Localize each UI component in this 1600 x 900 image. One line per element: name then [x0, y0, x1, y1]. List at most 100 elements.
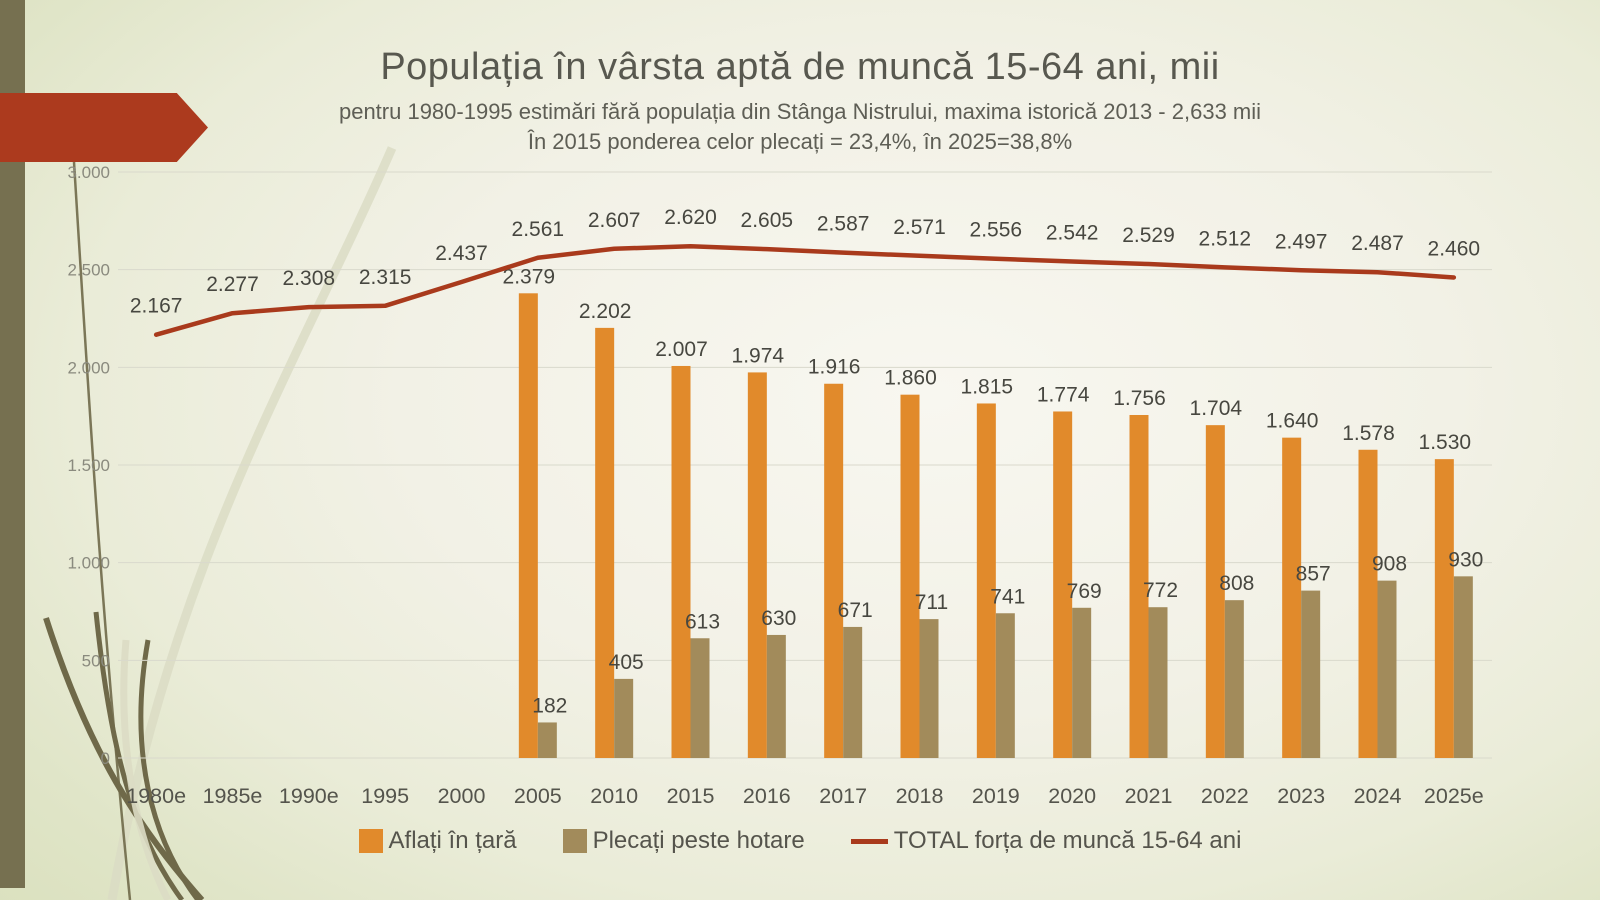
- bar-label-plecati: 630: [761, 607, 796, 630]
- line-value-label: 2.487: [1351, 232, 1404, 255]
- bar-plecati-peste-hotare: [1072, 607, 1092, 758]
- line-value-label: 2.620: [664, 206, 717, 229]
- bar-aflati-in-tara: [1053, 411, 1073, 758]
- slide-subtitle-2: În 2015 ponderea celor plecați = 23,4%, …: [527, 129, 1073, 154]
- bar-label-aflati: 1.578: [1342, 422, 1395, 445]
- x-axis-label: 2025e: [1424, 784, 1484, 808]
- deco-blade-light: [120, 639, 172, 900]
- x-axis-label: 1985e: [203, 784, 263, 808]
- legend-item-aflati-in-tara: Aflați în țară: [358, 827, 517, 855]
- bar-label-plecati: 613: [685, 610, 720, 633]
- bar-label-aflati: 1.704: [1190, 397, 1243, 420]
- line-value-label: 2.460: [1428, 237, 1481, 260]
- line-value-label: 2.571: [893, 216, 946, 239]
- slide-subtitle-1: pentru 1980-1995 estimări fără populația…: [338, 99, 1262, 124]
- bar-plecati-peste-hotare: [1148, 607, 1168, 758]
- x-axis-label: 2023: [1277, 784, 1325, 808]
- line-value-label: 2.315: [359, 266, 412, 289]
- bar-label-plecati: 772: [1143, 579, 1178, 602]
- y-axis-tick-label: 0: [101, 749, 110, 768]
- line-value-label: 2.607: [588, 209, 641, 232]
- slide-title: Populația în vârsta aptă de muncă 15-64 …: [380, 46, 1220, 88]
- bar-plecati-peste-hotare: [1301, 590, 1321, 758]
- deco-blade-1: [43, 617, 205, 900]
- bar-label-plecati: 741: [990, 585, 1025, 608]
- x-axis-label: 2018: [896, 784, 944, 808]
- line-value-label: 2.277: [206, 273, 259, 296]
- bar-aflati-in-tara: [747, 372, 767, 758]
- bar-label-aflati: 2.379: [503, 265, 556, 288]
- bar-label-aflati: 1.774: [1037, 383, 1090, 406]
- bar-label-plecati: 930: [1448, 548, 1483, 571]
- bar-aflati-in-tara: [595, 327, 615, 758]
- legend-item-plecati-peste-hotare: Plecați peste hotare: [562, 827, 805, 855]
- x-axis-label: 1990e: [279, 784, 339, 808]
- bar-label-aflati: 2.202: [579, 300, 632, 323]
- bar-aflati-in-tara: [976, 403, 996, 758]
- deco-curve-light-large: [107, 146, 397, 900]
- line-value-label: 2.308: [283, 267, 336, 290]
- line-value-label: 2.556: [970, 219, 1023, 242]
- line-value-label: 2.497: [1275, 230, 1328, 253]
- bar-aflati-in-tara: [1205, 425, 1225, 758]
- line-value-label: 2.587: [817, 213, 870, 236]
- bar-aflati-in-tara: [671, 365, 691, 758]
- line-value-label: 2.605: [741, 209, 794, 232]
- bar-aflati-in-tara: [518, 293, 538, 758]
- bar-label-aflati: 2.007: [655, 338, 708, 361]
- bar-label-plecati: 808: [1219, 572, 1254, 595]
- legend-item-total-line: TOTAL forța de muncă 15-64 ani: [850, 827, 1241, 855]
- line-value-label: 2.542: [1046, 221, 1099, 244]
- bar-aflati-in-tara: [1129, 414, 1149, 758]
- x-axis-label: 2005: [514, 784, 562, 808]
- y-axis-tick-label: 1.000: [67, 554, 110, 573]
- title-arrow-shape: [0, 93, 208, 162]
- bar-plecati-peste-hotare: [843, 626, 863, 758]
- x-axis-label: 2022: [1201, 784, 1249, 808]
- line-value-label: 2.512: [1199, 227, 1252, 250]
- line-value-label: 2.437: [435, 242, 488, 265]
- legend-swatch-aflati-in-tara: [358, 829, 383, 853]
- total-line: [153, 243, 1457, 337]
- bar-plecati-peste-hotare: [690, 638, 710, 758]
- bar-label-aflati: 1.530: [1419, 431, 1472, 454]
- legend-label-plecati-peste-hotare: Plecați peste hotare: [592, 827, 805, 854]
- bar-label-plecati: 857: [1296, 563, 1331, 586]
- y-axis-tick-label: 3.000: [67, 163, 110, 182]
- bar-label-aflati: 1.756: [1113, 387, 1166, 410]
- x-axis-label: 2020: [1048, 784, 1096, 808]
- bar-plecati-peste-hotare: [1224, 600, 1244, 758]
- y-axis-tick-label: 2.000: [67, 358, 110, 377]
- bar-label-plecati: 908: [1372, 553, 1407, 576]
- bar-label-plecati: 711: [915, 591, 948, 614]
- bar-aflati-in-tara: [900, 394, 920, 758]
- bar-label-aflati: 1.815: [961, 375, 1014, 398]
- x-axis-label: 2000: [438, 784, 486, 808]
- chart-legend: Aflați în țară Plecați peste hotare TOTA…: [0, 827, 1600, 855]
- line-value-label: 2.561: [512, 218, 565, 241]
- bar-aflati-in-tara: [1434, 459, 1454, 758]
- deco-blade-3: [138, 639, 200, 900]
- legend-line-swatch-total: [850, 838, 888, 844]
- bar-plecati-peste-hotare: [766, 634, 786, 758]
- bar-plecati-peste-hotare: [919, 619, 939, 758]
- legend-label-aflati-in-tara: Aflați în țară: [388, 827, 517, 854]
- x-axis-label: 2021: [1125, 784, 1173, 808]
- bar-plecati-peste-hotare: [995, 613, 1015, 758]
- line-value-label: 2.167: [130, 295, 183, 318]
- bar-label-plecati: 405: [609, 651, 644, 674]
- bar-plecati-peste-hotare: [537, 722, 557, 758]
- deco-curve-thin-dark: [72, 161, 132, 900]
- bar-label-aflati: 1.640: [1266, 410, 1319, 433]
- bar-aflati-in-tara: [1358, 449, 1378, 758]
- bar-aflati-in-tara: [824, 383, 844, 758]
- bar-plecati-peste-hotare: [1377, 580, 1397, 758]
- x-axis-label: 2019: [972, 784, 1020, 808]
- x-axis-label: 2024: [1354, 784, 1402, 808]
- y-axis-tick-label: 500: [82, 651, 110, 670]
- bar-plecati-peste-hotare: [1453, 576, 1473, 758]
- x-axis-label: 2016: [743, 784, 791, 808]
- bar-label-plecati: 671: [838, 599, 873, 622]
- x-axis-label: 1995: [361, 784, 409, 808]
